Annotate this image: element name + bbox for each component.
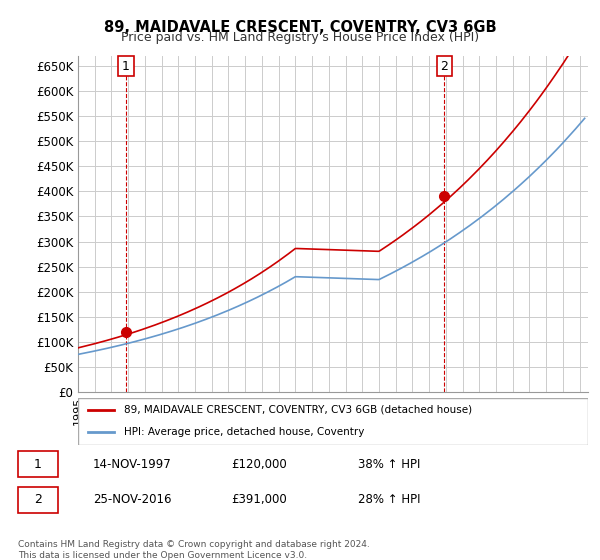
FancyBboxPatch shape: [18, 451, 58, 477]
FancyBboxPatch shape: [18, 487, 58, 512]
Text: 89, MAIDAVALE CRESCENT, COVENTRY, CV3 6GB (detached house): 89, MAIDAVALE CRESCENT, COVENTRY, CV3 6G…: [124, 404, 472, 414]
Text: 28% ↑ HPI: 28% ↑ HPI: [358, 493, 420, 506]
Text: 89, MAIDAVALE CRESCENT, COVENTRY, CV3 6GB: 89, MAIDAVALE CRESCENT, COVENTRY, CV3 6G…: [104, 20, 496, 35]
Text: 1: 1: [34, 458, 42, 470]
Text: Contains HM Land Registry data © Crown copyright and database right 2024.
This d: Contains HM Land Registry data © Crown c…: [18, 540, 370, 560]
Text: 25-NOV-2016: 25-NOV-2016: [92, 493, 171, 506]
Text: HPI: Average price, detached house, Coventry: HPI: Average price, detached house, Cove…: [124, 427, 364, 437]
FancyBboxPatch shape: [78, 398, 588, 445]
Text: 1: 1: [122, 59, 130, 73]
Text: 2: 2: [34, 493, 42, 506]
Text: 14-NOV-1997: 14-NOV-1997: [92, 458, 172, 470]
Text: £391,000: £391,000: [231, 493, 287, 506]
Text: 38% ↑ HPI: 38% ↑ HPI: [358, 458, 420, 470]
Text: Price paid vs. HM Land Registry's House Price Index (HPI): Price paid vs. HM Land Registry's House …: [121, 31, 479, 44]
Text: 2: 2: [440, 59, 448, 73]
Text: £120,000: £120,000: [231, 458, 287, 470]
